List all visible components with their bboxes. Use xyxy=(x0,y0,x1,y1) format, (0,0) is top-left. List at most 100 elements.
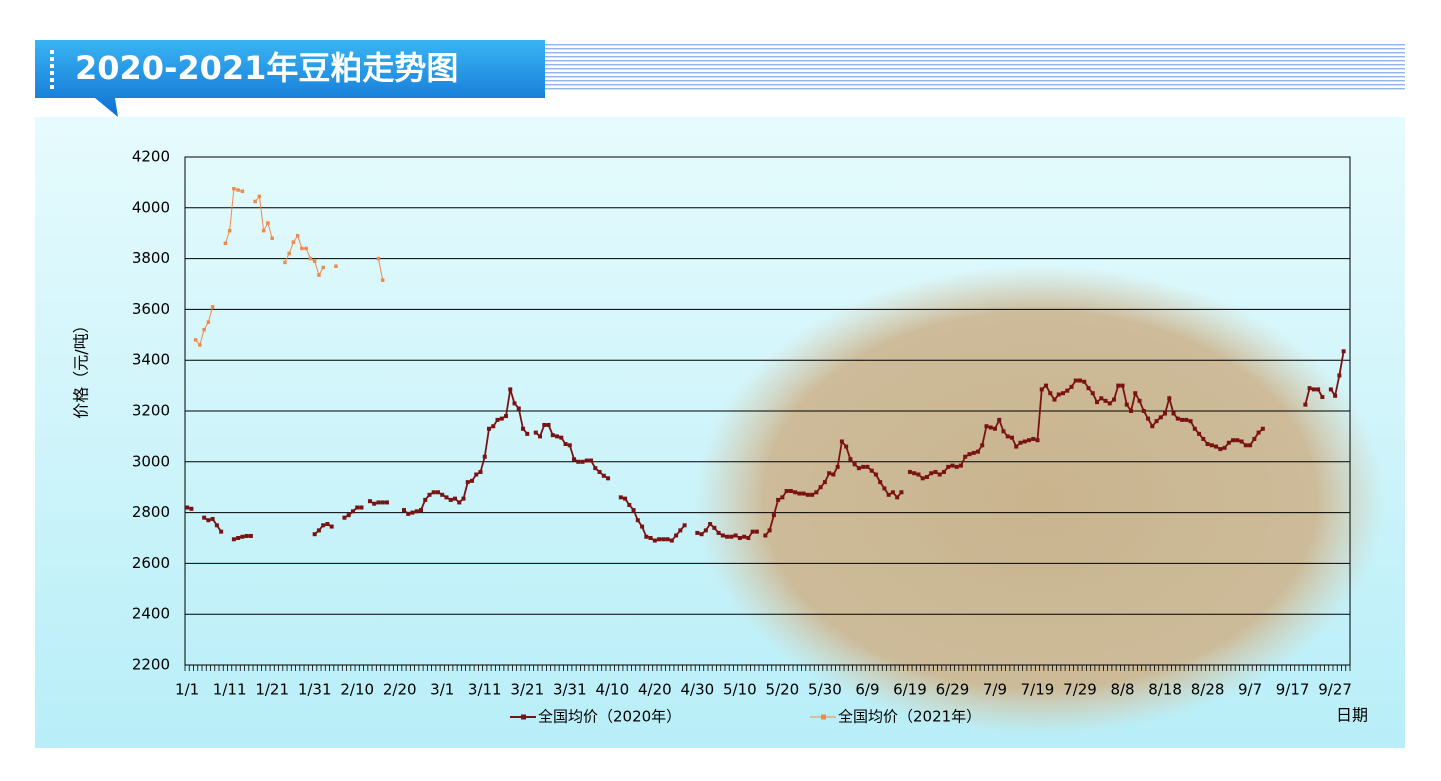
y-tick-label: 2600 xyxy=(132,554,170,572)
marker xyxy=(329,524,334,529)
marker xyxy=(533,430,538,435)
marker xyxy=(542,422,547,427)
marker xyxy=(1133,391,1138,396)
marker xyxy=(631,508,636,513)
marker xyxy=(1337,373,1342,378)
marker xyxy=(240,534,245,539)
marker xyxy=(810,492,815,497)
marker xyxy=(1073,378,1078,383)
marker xyxy=(725,534,730,539)
marker xyxy=(1129,409,1134,413)
marker xyxy=(703,528,708,533)
marker xyxy=(1014,444,1019,449)
marker xyxy=(657,537,662,542)
marker xyxy=(793,490,798,495)
marker xyxy=(376,256,381,261)
marker xyxy=(1005,434,1010,439)
marker xyxy=(572,457,577,462)
marker xyxy=(1095,400,1100,405)
marker xyxy=(1303,402,1308,407)
marker xyxy=(1341,349,1346,354)
marker xyxy=(1146,416,1151,421)
marker xyxy=(499,416,504,421)
marker xyxy=(236,536,241,540)
marker xyxy=(920,476,925,481)
marker xyxy=(980,443,985,448)
marker xyxy=(958,463,963,468)
marker xyxy=(206,518,211,523)
marker xyxy=(227,228,232,233)
x-tick-label: 9/27 xyxy=(1318,681,1352,699)
marker xyxy=(1124,402,1129,407)
marker xyxy=(1328,387,1333,392)
marker xyxy=(478,469,483,474)
marker xyxy=(1239,439,1244,444)
marker xyxy=(742,534,747,539)
marker xyxy=(869,468,874,473)
x-axis-title: 日期 xyxy=(1336,706,1368,725)
marker xyxy=(763,533,768,538)
marker xyxy=(580,459,585,464)
marker xyxy=(1035,438,1040,443)
x-tick-label: 1/21 xyxy=(255,681,289,699)
marker xyxy=(1048,391,1053,396)
x-tick-label: 2/10 xyxy=(340,681,374,699)
marker xyxy=(1171,411,1176,416)
marker xyxy=(971,450,976,455)
y-tick-label: 3600 xyxy=(132,300,170,318)
marker xyxy=(618,495,623,500)
marker xyxy=(550,433,555,438)
marker xyxy=(878,480,883,485)
marker xyxy=(801,491,806,496)
marker xyxy=(1031,436,1036,441)
marker xyxy=(367,499,372,504)
x-tick-label: 8/8 xyxy=(1110,681,1134,699)
marker xyxy=(890,490,895,495)
marker xyxy=(325,522,330,527)
x-tick-label: 4/30 xyxy=(681,681,715,699)
marker xyxy=(372,501,377,506)
marker xyxy=(1184,417,1189,422)
marker xyxy=(1026,438,1031,443)
marker xyxy=(1150,424,1155,429)
marker xyxy=(665,537,670,542)
marker xyxy=(1158,415,1163,420)
marker xyxy=(886,492,891,497)
marker xyxy=(474,472,479,477)
marker xyxy=(376,500,381,505)
x-tick-label: 9/17 xyxy=(1276,681,1310,699)
y-tick-label: 3400 xyxy=(132,351,170,369)
marker xyxy=(334,264,338,268)
marker xyxy=(831,472,836,477)
marker xyxy=(308,256,313,261)
marker xyxy=(1137,398,1142,403)
marker xyxy=(729,534,734,539)
marker xyxy=(907,469,912,474)
marker xyxy=(300,246,304,251)
y-tick-label: 3800 xyxy=(132,249,170,267)
marker xyxy=(1154,419,1159,424)
marker xyxy=(435,490,440,495)
legend-marker xyxy=(521,714,526,720)
marker xyxy=(312,532,317,537)
x-tick-label: 7/9 xyxy=(983,681,1007,699)
marker xyxy=(350,509,355,514)
marker xyxy=(899,490,904,495)
marker xyxy=(669,538,674,543)
marker xyxy=(937,472,942,477)
marker xyxy=(835,464,840,469)
marker xyxy=(640,524,645,529)
x-tick-label: 6/9 xyxy=(855,681,879,699)
marker xyxy=(848,457,853,462)
marker xyxy=(776,497,781,502)
marker xyxy=(1056,392,1061,397)
marker xyxy=(440,492,445,497)
x-tick-label: 1/31 xyxy=(298,681,332,699)
marker xyxy=(1086,386,1091,391)
marker xyxy=(1235,438,1240,443)
x-tick-label: 1/1 xyxy=(175,681,199,699)
y-tick-label: 2800 xyxy=(132,503,170,521)
marker xyxy=(1320,395,1325,400)
marker xyxy=(444,495,449,500)
